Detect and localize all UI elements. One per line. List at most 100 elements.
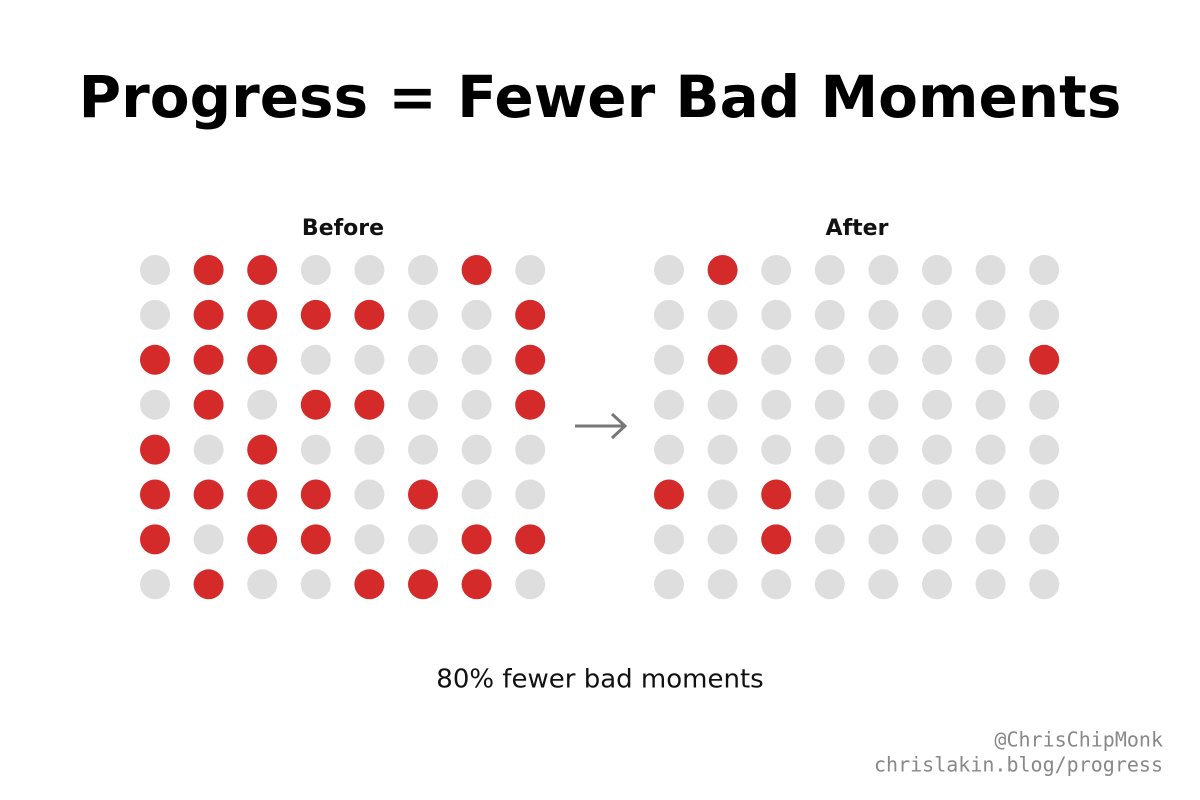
moment-dot [975,344,1006,375]
moment-dot [247,299,278,330]
moment-dot [140,479,170,510]
moment-dot [922,299,952,330]
moment-dot [193,389,224,420]
moment-dot [922,389,952,420]
moment-dot [354,344,385,375]
moment-dot [654,569,684,600]
moment-dot [140,434,170,465]
moment-dot [193,479,224,510]
moment-dot [654,434,684,465]
moment-dot [408,434,438,465]
moment-dot [707,389,738,420]
moment-dot [461,255,492,285]
moment-dot [408,389,438,420]
moment-dot [975,479,1006,510]
moment-dot [814,344,845,375]
moment-dot [300,389,331,420]
moment-dot [193,299,224,330]
moment-dot [922,344,952,375]
moment-dot [193,255,224,285]
moment-dot [868,434,899,465]
moment-dot [922,255,952,285]
moment-dot [707,479,738,510]
moment-dot [461,389,492,420]
moment-dot [193,524,224,555]
moment-dot [1029,344,1060,375]
moment-dot [300,344,331,375]
moment-dot [814,479,845,510]
moment-dot [975,524,1006,555]
moment-dot [868,389,899,420]
moment-dot [1029,299,1060,330]
moment-dot [868,299,899,330]
moment-dot [140,389,170,420]
moment-dot [247,389,278,420]
moment-dot [515,389,546,420]
moment-dot [654,479,684,510]
moment-dot [922,524,952,555]
moment-dot [814,255,845,285]
moment-dot [761,389,792,420]
moment-dot [461,524,492,555]
moment-dot [461,299,492,330]
moment-dot [140,299,170,330]
moment-dot [975,389,1006,420]
moment-dot [247,569,278,600]
moment-dot [140,569,170,600]
moment-dot [922,569,952,600]
moment-dot [408,524,438,555]
moment-dot [300,299,331,330]
moment-dot [654,255,684,285]
moment-dot [761,569,792,600]
title: Progress = Fewer Bad Moments [79,63,1122,131]
moment-dot [814,299,845,330]
moment-dot [868,569,899,600]
moment-dot [300,255,331,285]
moment-dot [761,524,792,555]
caption: 80% fewer bad moments [436,665,763,695]
moment-dot [408,344,438,375]
moment-dot [1029,479,1060,510]
moment-dot [707,299,738,330]
moment-dot [868,255,899,285]
moment-dot [761,344,792,375]
moment-dot [408,299,438,330]
moment-dot [1029,255,1060,285]
moment-dot [814,569,845,600]
moment-dot [247,344,278,375]
moment-dot [193,434,224,465]
moment-dot [515,255,546,285]
moment-dot [707,524,738,555]
moment-dot [707,344,738,375]
moment-dot [354,434,385,465]
moment-dot [300,479,331,510]
moment-dot [461,479,492,510]
moment-dot [247,255,278,285]
moment-dot [814,389,845,420]
moment-dot [354,524,385,555]
moment-dot [761,255,792,285]
moment-dot [515,524,546,555]
moment-dot [140,255,170,285]
moment-dot [461,344,492,375]
moment-dot [300,569,331,600]
moment-dot [354,569,385,600]
moment-dot [975,569,1006,600]
moment-dot [922,434,952,465]
moment-dot [408,479,438,510]
moment-dot [515,479,546,510]
moment-dot [354,255,385,285]
moment-dot [461,434,492,465]
moment-dot [354,389,385,420]
moment-dot [461,569,492,600]
moment-dot [354,479,385,510]
moment-dot [654,344,684,375]
moment-dot [654,389,684,420]
moment-dot [193,344,224,375]
moment-dot [707,434,738,465]
moment-dot [975,255,1006,285]
moment-dot [515,569,546,600]
moment-dot [868,479,899,510]
